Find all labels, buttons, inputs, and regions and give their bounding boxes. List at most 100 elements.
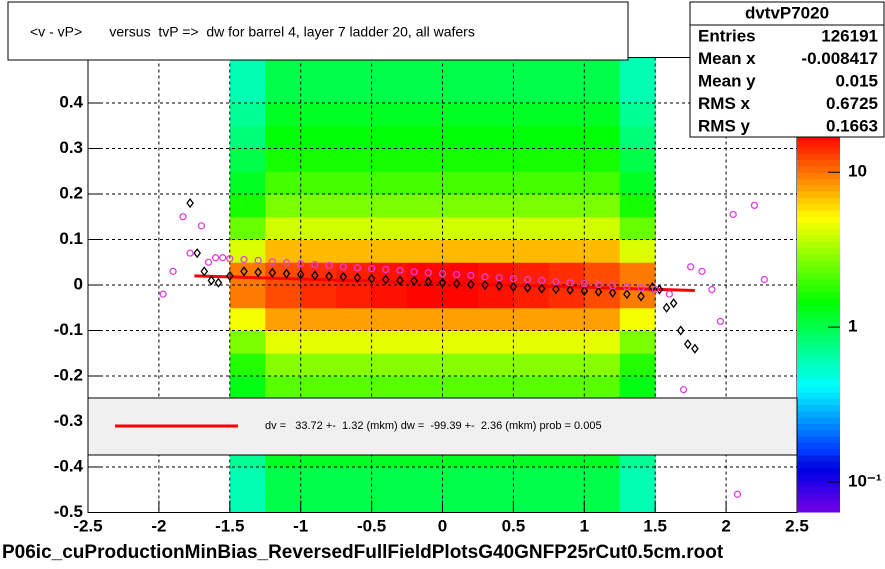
- profile-point: [438, 269, 447, 278]
- palette-band: [797, 323, 840, 331]
- heatmap-cell: [336, 80, 373, 104]
- heatmap-cell: [619, 489, 656, 513]
- heatmap-cell: [229, 489, 266, 513]
- heatmap-cell: [265, 148, 302, 172]
- stats-value: 0.015: [835, 71, 878, 90]
- heatmap-cell: [371, 80, 408, 104]
- heatmap-cell: [300, 353, 337, 377]
- profile-point: [676, 325, 685, 336]
- heatmap-cell: [336, 489, 373, 513]
- profile-point: [684, 339, 692, 350]
- profile-point: [424, 269, 432, 277]
- palette-band: [797, 254, 840, 262]
- heatmap-cell: [371, 239, 408, 263]
- palette-band: [797, 361, 840, 368]
- profile-point: [207, 275, 216, 286]
- heatmap-cell: [619, 467, 656, 491]
- profile-point: [452, 278, 461, 289]
- heatmap-cell: [584, 239, 621, 263]
- profile-point: [311, 260, 319, 269]
- heatmap-cell: [407, 489, 443, 513]
- heatmap-cell: [548, 148, 585, 172]
- heatmap-cell: [513, 467, 550, 491]
- profile-point: [708, 285, 716, 294]
- heatmap-cell: [619, 57, 656, 81]
- heatmap-cell: [300, 171, 337, 195]
- stats-key: Mean y: [698, 71, 756, 90]
- heatmap-cell: [300, 80, 337, 104]
- heatmap-cell: [619, 307, 656, 331]
- heatmap-cell: [407, 307, 443, 331]
- heatmap-cell: [229, 307, 266, 331]
- x-tick-label: 2.5: [785, 516, 809, 535]
- palette-band: [797, 147, 840, 155]
- heatmap-cell: [477, 489, 514, 513]
- profile-point: [268, 267, 277, 278]
- heatmap-cell: [442, 57, 479, 81]
- heatmap-cell: [407, 330, 443, 354]
- heatmap-cell: [407, 194, 443, 218]
- stats-key: RMS x: [698, 94, 751, 113]
- heatmap-cell: [442, 489, 479, 513]
- profile-point: [193, 248, 201, 259]
- palette-band: [797, 373, 840, 381]
- y-tick-label: 0.2: [59, 183, 83, 202]
- profile-point: [214, 277, 223, 288]
- heatmap-cell: [442, 285, 479, 309]
- x-tick-label: 1.5: [643, 516, 667, 535]
- profile-point: [453, 270, 461, 279]
- palette-band: [797, 216, 840, 224]
- stats-key: Mean x: [698, 49, 756, 68]
- x-tick-label: 1: [580, 516, 589, 535]
- palette-band: [797, 474, 840, 482]
- y-tick-label: 0: [74, 274, 83, 293]
- palette-band: [797, 260, 840, 268]
- heatmap-cell: [300, 307, 337, 331]
- heatmap-cell: [584, 307, 621, 331]
- palette-band: [797, 135, 840, 142]
- heatmap-cell: [513, 148, 550, 172]
- palette-band: [797, 386, 840, 394]
- heatmap-cell: [371, 467, 408, 491]
- heatmap-cell: [619, 239, 656, 263]
- heatmap-cell: [265, 194, 302, 218]
- heatmap-cell: [548, 125, 585, 149]
- palette-band: [797, 185, 840, 193]
- profile-point: [698, 267, 706, 276]
- heatmap-cell: [229, 262, 266, 286]
- heatmap-cell: [336, 125, 373, 149]
- heatmap-cell: [619, 330, 656, 354]
- palette-band: [797, 160, 840, 167]
- stats-key: Entries: [698, 26, 756, 45]
- profile-point: [353, 272, 362, 283]
- palette-band: [797, 461, 840, 469]
- profile-point: [159, 290, 167, 298]
- palette-band: [797, 248, 840, 255]
- profile-point: [367, 264, 376, 273]
- heatmap-cell: [548, 467, 585, 491]
- palette-band: [797, 411, 840, 419]
- heatmap-cell: [548, 239, 585, 263]
- heatmap-cell: [336, 285, 373, 309]
- heatmap-cell: [619, 353, 656, 377]
- profile-point: [200, 266, 209, 277]
- palette-band: [797, 241, 840, 249]
- palette-band: [797, 436, 840, 444]
- palette-band: [797, 266, 840, 274]
- profile-point: [353, 264, 362, 272]
- heatmap-cell: [584, 80, 621, 104]
- heatmap-cell: [513, 194, 550, 218]
- heatmap-cell: [407, 285, 443, 309]
- heatmap-cell: [619, 262, 656, 286]
- profile-point: [396, 275, 404, 286]
- heatmap-cell: [300, 376, 337, 400]
- heatmap-cell: [407, 467, 443, 491]
- profile-point: [438, 277, 447, 288]
- heatmap-cell: [300, 194, 337, 218]
- profile-point: [495, 274, 503, 282]
- profile-point: [282, 259, 291, 267]
- heatmap-cell: [513, 171, 550, 195]
- profile-point: [609, 282, 617, 290]
- profile-point: [381, 274, 390, 285]
